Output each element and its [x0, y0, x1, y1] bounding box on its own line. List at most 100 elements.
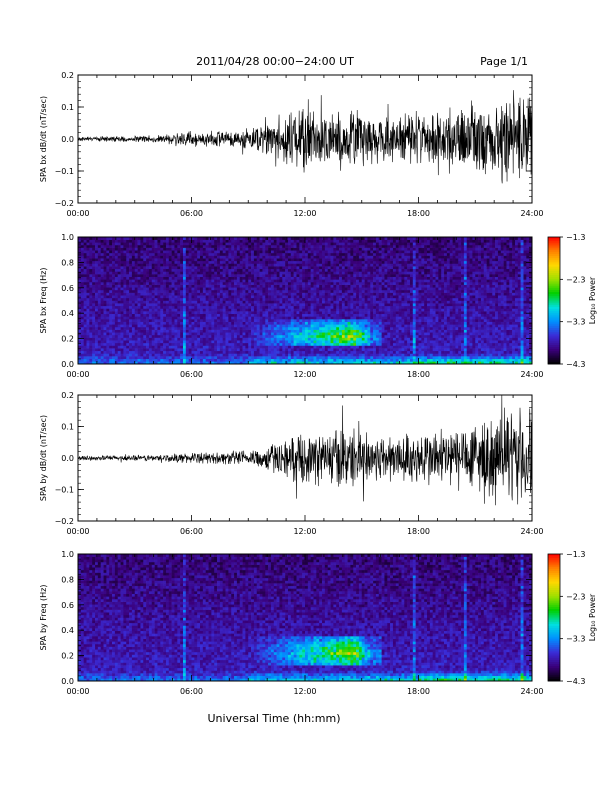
spectrogram-cell: [180, 255, 184, 259]
spectrogram-cell: [148, 237, 153, 240]
spectrogram-cell: [134, 255, 138, 259]
spectrogram-cell: [276, 321, 280, 325]
spectrogram-cell: [279, 332, 283, 336]
spectrogram-cell: [299, 268, 303, 272]
spectrogram-cell: [231, 300, 235, 304]
spectrogram-cell: [182, 324, 187, 328]
spectrogram-cell: [86, 279, 90, 283]
spectrogram-cell: [148, 281, 153, 285]
spectrogram-cell: [194, 242, 198, 246]
spectrogram-cell: [211, 361, 215, 365]
spectrogram-cell: [316, 244, 320, 248]
spectrogram-cell: [353, 250, 357, 254]
spectrogram-cell: [361, 284, 365, 288]
spectrogram-cell: [120, 361, 124, 365]
spectrogram-cell: [353, 356, 357, 360]
spectrogram-cell: [143, 356, 147, 360]
spectrogram-cell: [217, 332, 221, 336]
spectrogram-cell: [78, 348, 82, 352]
spectrogram-cell: [188, 250, 192, 254]
spectrogram-cell: [305, 279, 309, 283]
spectrogram-cell: [219, 237, 224, 240]
spectrogram-cell: [112, 329, 116, 333]
spectrogram-cell: [148, 311, 153, 315]
spectrogram-cell: [168, 271, 172, 275]
spectrogram-cell: [78, 342, 82, 346]
spectrogram-cell: [222, 255, 226, 259]
spectrogram-cell: [148, 348, 153, 352]
spectrogram-cell: [131, 326, 136, 330]
spectrogram-cell: [109, 295, 113, 299]
spectrogram-cell: [146, 321, 150, 325]
spectrogram-cell: [126, 334, 130, 338]
spectrogram-cell: [242, 321, 246, 325]
spectrogram-cell: [197, 297, 201, 301]
spectrogram-cell: [231, 274, 235, 277]
spectrogram-cell: [245, 340, 249, 344]
spectrogram-cell: [160, 316, 164, 320]
spectrogram-cell: [97, 358, 101, 362]
spectrogram-cell: [86, 305, 90, 309]
spectrogram-cell: [123, 308, 127, 312]
spectrogram-cell: [282, 247, 286, 251]
spectrogram-cell: [344, 303, 348, 307]
spectrogram-cell: [259, 350, 263, 354]
spectrogram-cell: [126, 292, 130, 296]
spectrogram-cell: [330, 358, 334, 362]
spectrogram-cell: [253, 292, 258, 296]
spectrogram-cell: [182, 329, 187, 333]
spectrogram-cell: [143, 332, 147, 336]
spectrogram-cell: [290, 329, 294, 333]
spectrogram-cell: [239, 289, 243, 293]
spectrogram-cell: [205, 329, 209, 333]
spectrogram-cell: [296, 348, 300, 352]
spectrogram-cell: [347, 321, 351, 325]
spectrogram-cell: [356, 311, 360, 315]
spectrogram-cell: [126, 260, 130, 264]
spectrogram-cell: [310, 300, 314, 304]
spectrogram-cell: [305, 308, 309, 312]
spectrogram-cell: [140, 350, 144, 354]
spectrogram-cell: [361, 353, 365, 357]
spectrogram-cell: [174, 313, 178, 317]
spectrogram-cell: [302, 250, 306, 254]
spectrogram-cell: [83, 258, 87, 262]
spectrogram-cell: [143, 242, 147, 246]
spectrogram-cell: [112, 279, 116, 283]
spectrogram-cell: [239, 348, 243, 352]
spectrogram-cell: [361, 329, 365, 333]
spectrogram-cell: [112, 247, 116, 251]
spectrogram-cell: [339, 313, 343, 317]
spectrogram-cell: [123, 292, 127, 296]
spectrogram-cell: [146, 244, 150, 248]
spectrogram-cell: [92, 292, 96, 296]
spectrogram-cell: [344, 342, 348, 346]
spectrogram-cell: [89, 274, 93, 277]
spectrogram-cell: [265, 247, 269, 251]
spectrogram-cell: [188, 242, 192, 246]
spectrogram-cell: [302, 345, 306, 349]
spectrogram-cell: [333, 295, 337, 299]
spectrogram-cell: [279, 324, 283, 328]
spectrogram-cell: [140, 252, 144, 256]
spectrogram-cell: [282, 274, 286, 277]
spectrogram-cell: [177, 287, 181, 291]
spectrogram-cell: [168, 350, 172, 354]
spectrogram-cell: [279, 321, 283, 325]
spectrogram-cell: [330, 353, 334, 357]
spectrogram-cell: [109, 321, 113, 325]
spectrogram-cell: [228, 303, 232, 307]
spectrogram-cell: [222, 252, 226, 256]
spectrogram-cell: [112, 284, 116, 288]
spectrogram-cell: [302, 281, 306, 285]
spectrogram-cell: [322, 303, 326, 307]
spectrogram-cell: [211, 289, 215, 293]
spectrogram-cell: [165, 239, 170, 243]
spectrogram-cell: [231, 276, 235, 280]
spectrogram-cell: [180, 239, 184, 243]
spectrogram-cell: [248, 313, 252, 317]
spectrogram-cell: [174, 237, 178, 240]
spectrogram-cell: [217, 300, 221, 304]
spectrogram-cell: [319, 316, 323, 320]
spectrogram-cell: [307, 239, 311, 243]
